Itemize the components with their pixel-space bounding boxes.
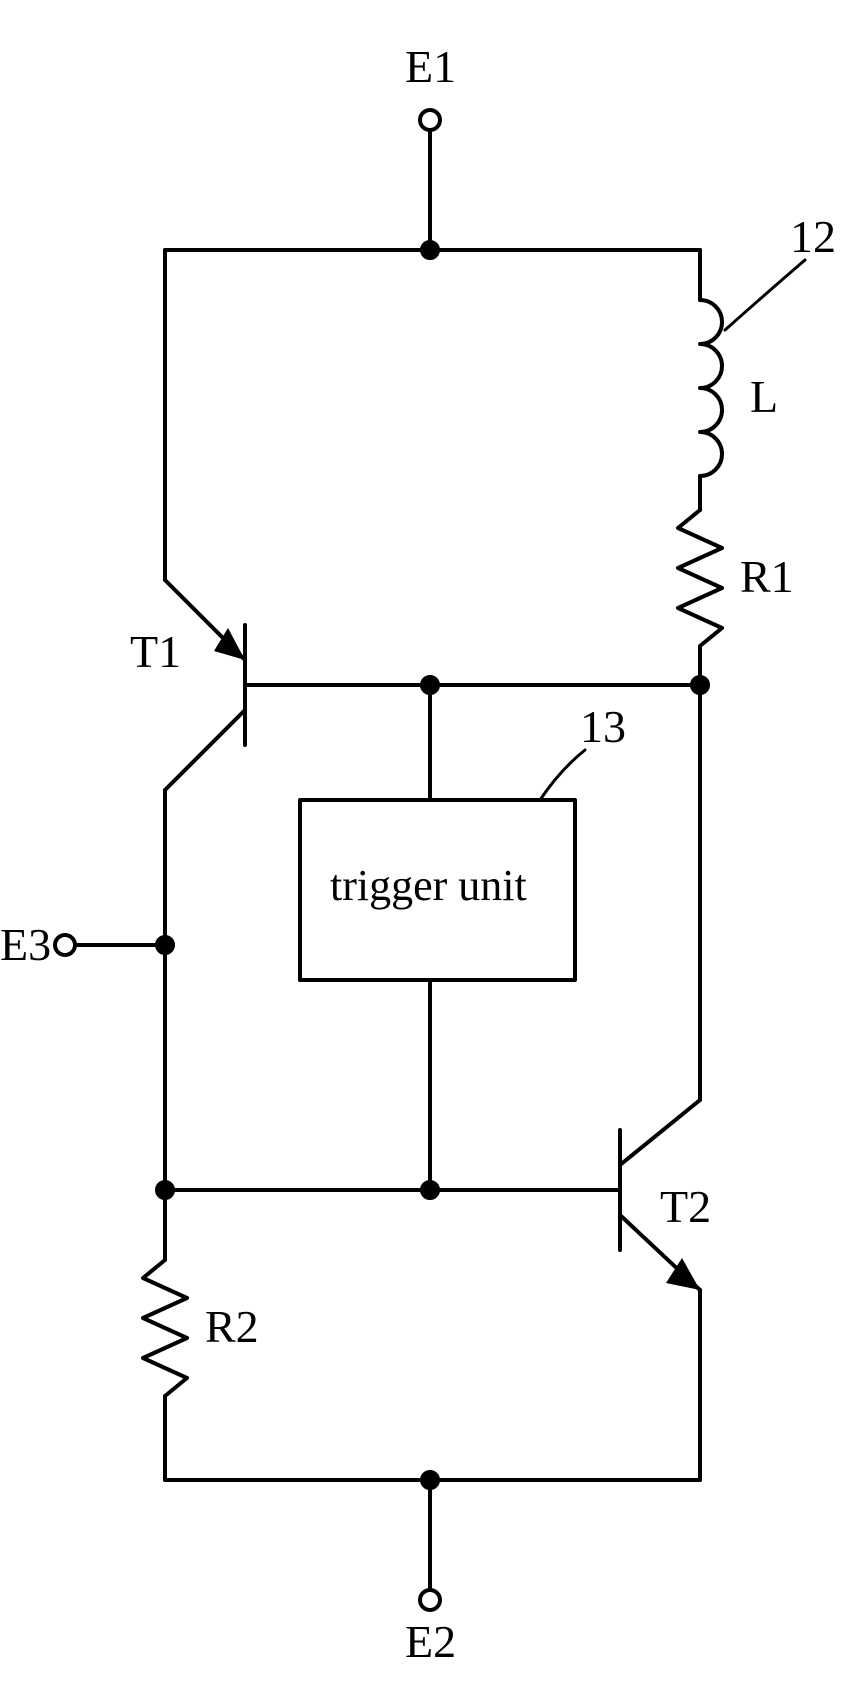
label-r2: R2 <box>205 1300 259 1353</box>
label-ref12: 12 <box>790 210 836 263</box>
label-t2: T2 <box>660 1180 711 1233</box>
label-l: L <box>750 370 778 423</box>
label-e2: E2 <box>405 1615 456 1668</box>
label-e1: E1 <box>405 40 456 93</box>
resistor-r1 <box>678 510 722 646</box>
label-trigger-unit: trigger unit <box>330 860 527 911</box>
terminal-e2 <box>420 1590 440 1610</box>
label-e3: E3 <box>0 918 51 971</box>
label-ref13: 13 <box>580 700 626 753</box>
circuit-svg <box>0 0 847 1692</box>
terminal-e1 <box>420 110 440 130</box>
circuit-diagram: E1 E2 E3 T1 T2 L R1 R2 12 13 trigger uni… <box>0 0 847 1692</box>
label-r1: R1 <box>740 550 794 603</box>
inductor-l <box>700 300 722 476</box>
resistor-r2 <box>143 1260 187 1396</box>
label-t1: T1 <box>130 625 181 678</box>
terminal-e3 <box>55 935 75 955</box>
